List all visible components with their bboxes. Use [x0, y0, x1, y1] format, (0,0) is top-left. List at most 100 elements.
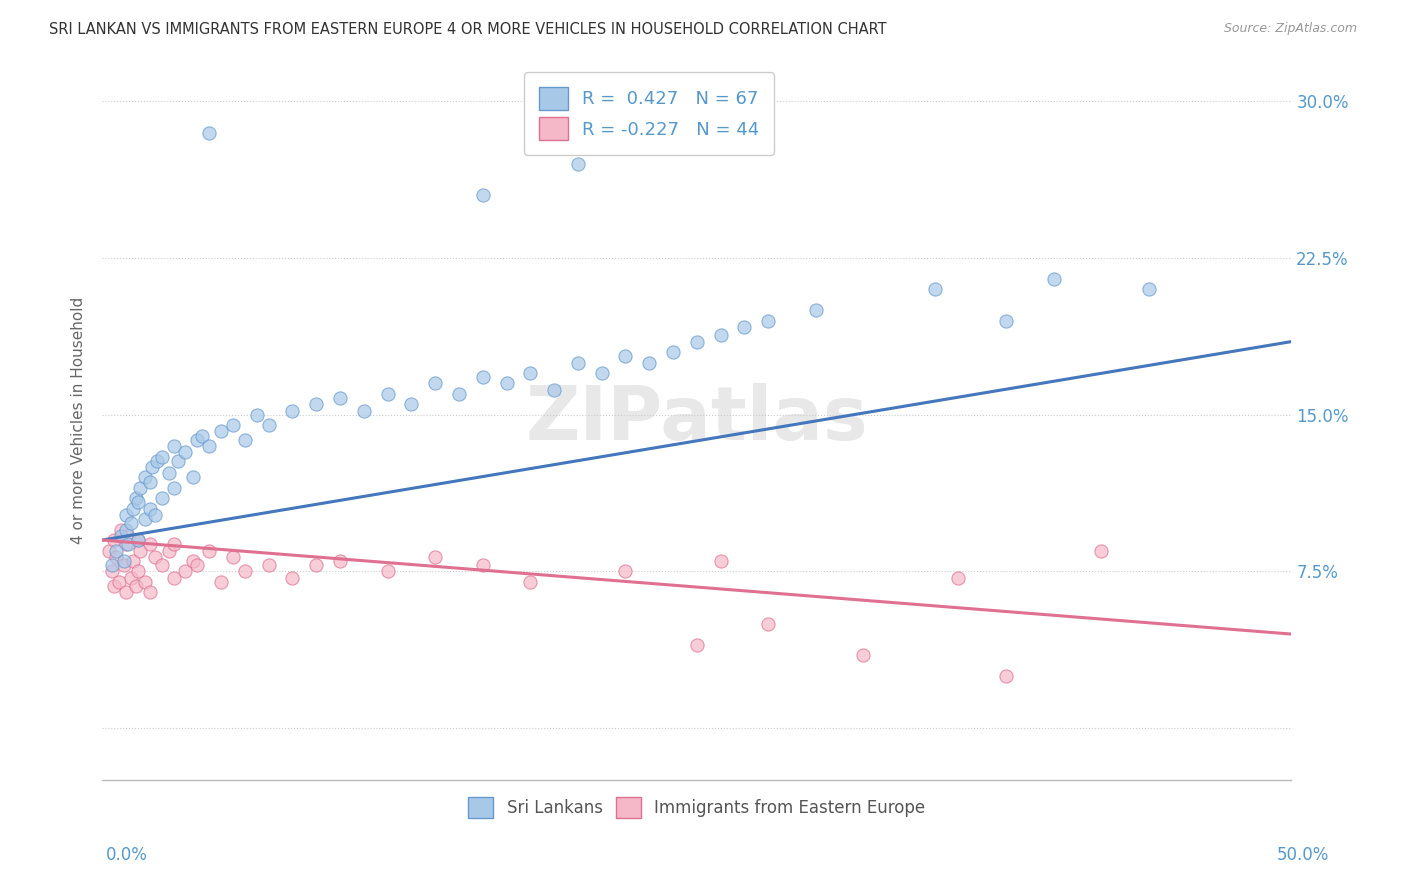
- Point: [139, 585, 162, 599]
- Point: [186, 433, 208, 447]
- Point: [425, 376, 447, 391]
- Point: [167, 453, 190, 467]
- Point: [222, 549, 245, 564]
- Point: [139, 475, 162, 489]
- Point: [377, 565, 399, 579]
- Point: [281, 403, 304, 417]
- Point: [948, 571, 970, 585]
- Point: [1042, 272, 1064, 286]
- Point: [162, 481, 184, 495]
- Point: [329, 554, 352, 568]
- Point: [567, 157, 589, 171]
- Point: [112, 558, 135, 573]
- Point: [209, 425, 232, 439]
- Point: [471, 558, 494, 573]
- Point: [120, 516, 142, 531]
- Point: [733, 320, 755, 334]
- Point: [447, 387, 470, 401]
- Point: [143, 508, 166, 522]
- Point: [756, 616, 779, 631]
- Point: [110, 523, 132, 537]
- Point: [614, 349, 637, 363]
- Text: SRI LANKAN VS IMMIGRANTS FROM EASTERN EUROPE 4 OR MORE VEHICLES IN HOUSEHOLD COR: SRI LANKAN VS IMMIGRANTS FROM EASTERN EU…: [49, 22, 887, 37]
- Point: [198, 439, 221, 453]
- Point: [257, 418, 280, 433]
- Text: 50.0%: 50.0%: [1277, 846, 1329, 863]
- Point: [122, 554, 145, 568]
- Point: [162, 439, 184, 453]
- Point: [122, 501, 145, 516]
- Point: [105, 549, 128, 564]
- Point: [115, 508, 138, 522]
- Point: [127, 533, 149, 547]
- Point: [108, 574, 131, 589]
- Point: [143, 549, 166, 564]
- Point: [174, 565, 197, 579]
- Point: [100, 558, 122, 573]
- Point: [377, 387, 399, 401]
- Point: [124, 579, 146, 593]
- Point: [543, 383, 565, 397]
- Point: [471, 370, 494, 384]
- Point: [924, 282, 946, 296]
- Point: [127, 533, 149, 547]
- Point: [353, 403, 375, 417]
- Point: [98, 543, 121, 558]
- Point: [129, 543, 152, 558]
- Point: [709, 554, 731, 568]
- Point: [100, 565, 122, 579]
- Point: [117, 529, 139, 543]
- Point: [162, 571, 184, 585]
- Point: [567, 355, 589, 369]
- Point: [471, 188, 494, 202]
- Y-axis label: 4 or more Vehicles in Household: 4 or more Vehicles in Household: [72, 296, 86, 543]
- Point: [638, 355, 661, 369]
- Point: [756, 314, 779, 328]
- Point: [233, 565, 256, 579]
- Point: [124, 491, 146, 506]
- Point: [115, 523, 138, 537]
- Point: [994, 669, 1017, 683]
- Point: [103, 533, 125, 547]
- Point: [139, 501, 162, 516]
- Point: [1137, 282, 1160, 296]
- Point: [804, 303, 827, 318]
- Point: [425, 549, 447, 564]
- Point: [209, 574, 232, 589]
- Point: [150, 558, 173, 573]
- Point: [127, 495, 149, 509]
- Point: [246, 408, 269, 422]
- Point: [139, 537, 162, 551]
- Point: [233, 433, 256, 447]
- Point: [150, 450, 173, 464]
- Point: [120, 571, 142, 585]
- Point: [852, 648, 875, 662]
- Point: [127, 565, 149, 579]
- Point: [134, 512, 156, 526]
- Text: ZIPatlas: ZIPatlas: [526, 384, 868, 457]
- Point: [117, 537, 139, 551]
- Point: [281, 571, 304, 585]
- Point: [129, 481, 152, 495]
- Point: [181, 554, 204, 568]
- Text: Source: ZipAtlas.com: Source: ZipAtlas.com: [1223, 22, 1357, 36]
- Point: [709, 328, 731, 343]
- Point: [591, 366, 613, 380]
- Point: [103, 579, 125, 593]
- Legend: Sri Lankans, Immigrants from Eastern Europe: Sri Lankans, Immigrants from Eastern Eur…: [460, 789, 934, 826]
- Point: [519, 574, 541, 589]
- Point: [305, 397, 328, 411]
- Point: [191, 428, 214, 442]
- Point: [305, 558, 328, 573]
- Point: [186, 558, 208, 573]
- Point: [686, 334, 709, 349]
- Point: [105, 543, 128, 558]
- Point: [519, 366, 541, 380]
- Point: [146, 453, 169, 467]
- Point: [662, 345, 685, 359]
- Text: 0.0%: 0.0%: [105, 846, 148, 863]
- Point: [157, 467, 180, 481]
- Point: [174, 445, 197, 459]
- Point: [257, 558, 280, 573]
- Point: [614, 565, 637, 579]
